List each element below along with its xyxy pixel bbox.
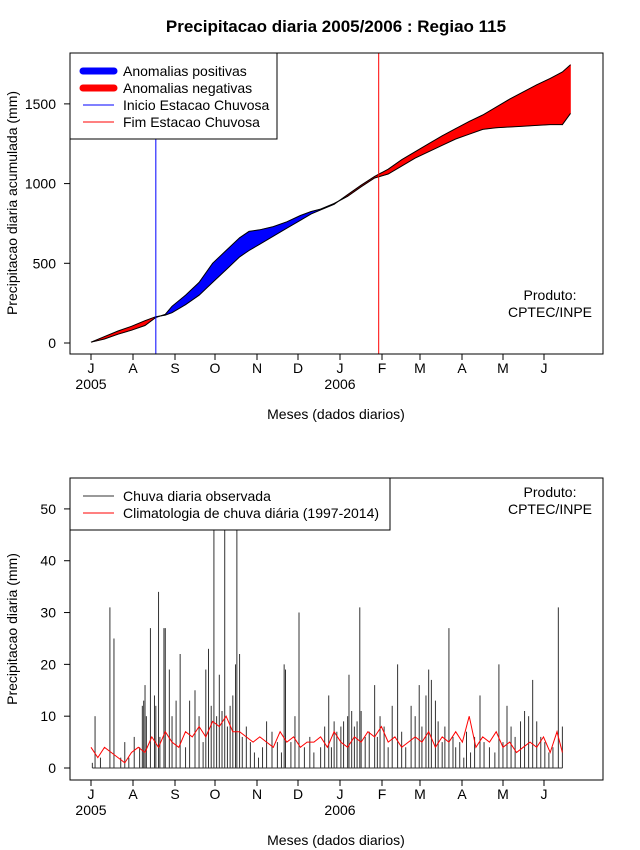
x-tick-label-3: O (210, 360, 221, 376)
y-axis-top: 0 500 1000 1500 (25, 96, 71, 351)
legend-box-top (69, 52, 278, 140)
climatology-daily-line (90, 715, 563, 764)
legend-label-positive: Anomalias positivas (123, 63, 247, 79)
legend-label-end-season: Fim Estacao Chuvosa (123, 114, 260, 130)
positive-anomaly-segment (212, 249, 227, 284)
y-tick-label-3: 30 (40, 605, 56, 621)
x-tick-label-2: S (170, 786, 179, 802)
x-axis-label-top: Meses (dados diarios) (267, 406, 405, 422)
x-tick-label-9: A (457, 786, 467, 802)
x-year-label-0: 2005 (75, 802, 106, 818)
observed-accumulated-line (90, 113, 571, 343)
x-tick-label-1: A (128, 786, 138, 802)
legend-label-negative: Anomalias negativas (123, 80, 252, 96)
observed-spikes-layer (91, 478, 563, 769)
x-tick-label-4: N (252, 786, 262, 802)
x-tick-label-1: A (128, 360, 138, 376)
x-tick-label-7: F (378, 360, 387, 376)
accumulated-lines-layer (90, 64, 571, 343)
x-tick-label-11: J (541, 786, 548, 802)
product-label-bottom-line1: Produto: (524, 484, 577, 500)
x-tick-label-3: O (210, 786, 221, 802)
y-tick-label-0: 0 (48, 760, 56, 776)
positive-anomaly-segment (239, 230, 250, 258)
x-tick-label-10: M (497, 786, 509, 802)
legend-label-climatology: Climatologia de chuva diária (1997-2014) (123, 505, 379, 521)
positive-anomaly-segment (171, 294, 186, 314)
x-tick-label-8: M (414, 360, 426, 376)
x-year-label-1: 2006 (324, 802, 355, 818)
x-axis-label-bottom: Meses (dados diarios) (267, 832, 405, 848)
x-tick-label-9: A (457, 360, 467, 376)
y-tick-label-1: 10 (40, 708, 56, 724)
negative-anomaly-segment (428, 135, 443, 153)
x-tick-label-0: J (88, 360, 95, 376)
negative-anomaly-segment (482, 106, 497, 130)
positive-anomaly-segment (225, 237, 240, 271)
product-label-top-line1: Produto: (524, 287, 577, 303)
x-tick-label-5: D (293, 786, 303, 802)
y-axis-label-top: Precipitacao diaria acumulada (mm) (4, 91, 20, 315)
negative-anomaly-segment (549, 71, 563, 125)
x-tick-label-10: M (497, 360, 509, 376)
y-axis-label-bottom: Precipitacao diaria (mm) (4, 553, 20, 705)
legend-label-start-season: Inicio Estacao Chuvosa (123, 97, 270, 113)
negative-anomaly-segment (509, 91, 524, 128)
climatology-line-layer (90, 715, 563, 764)
y-tick-label-5: 50 (40, 501, 56, 517)
y-tick-label-2: 1000 (25, 176, 56, 192)
chart-title: Precipitacao diaria 2005/2006 : Regiao 1… (166, 17, 506, 36)
product-label-bottom-line2: CPTEC/INPE (508, 501, 592, 517)
y-tick-label-1: 500 (33, 255, 57, 271)
climatology-accumulated-line (90, 64, 571, 343)
x-year-label-0: 2005 (75, 376, 106, 392)
y-axis-bottom: 0 10 20 30 40 50 (40, 501, 71, 776)
y-tick-label-2: 20 (40, 656, 56, 672)
x-tick-label-6: J (337, 786, 344, 802)
x-tick-label-2: S (170, 360, 179, 376)
x-year-label-1: 2006 (324, 376, 355, 392)
legend-bottom: Chuva diaria observada Climatologia de c… (69, 477, 391, 531)
legend-label-observed: Chuva diaria observada (123, 488, 271, 504)
y-tick-label-4: 40 (40, 553, 56, 569)
y-tick-label-0: 0 (48, 335, 56, 351)
legend-top: Anomalias positivas Anomalias negativas … (69, 52, 278, 140)
product-label-top-line2: CPTEC/INPE (508, 304, 592, 320)
x-tick-label-0: J (88, 786, 95, 802)
x-tick-label-6: J (337, 360, 344, 376)
negative-anomaly-segment (536, 77, 551, 126)
legend-box-bottom (69, 477, 391, 531)
x-tick-label-8: M (414, 786, 426, 802)
x-tick-label-5: D (293, 360, 303, 376)
y-tick-label-3: 1500 (25, 96, 56, 112)
x-tick-label-4: N (252, 360, 262, 376)
x-tick-label-7: F (378, 786, 387, 802)
x-tick-label-11: J (541, 360, 548, 376)
negative-anomaly-segment (441, 128, 456, 146)
